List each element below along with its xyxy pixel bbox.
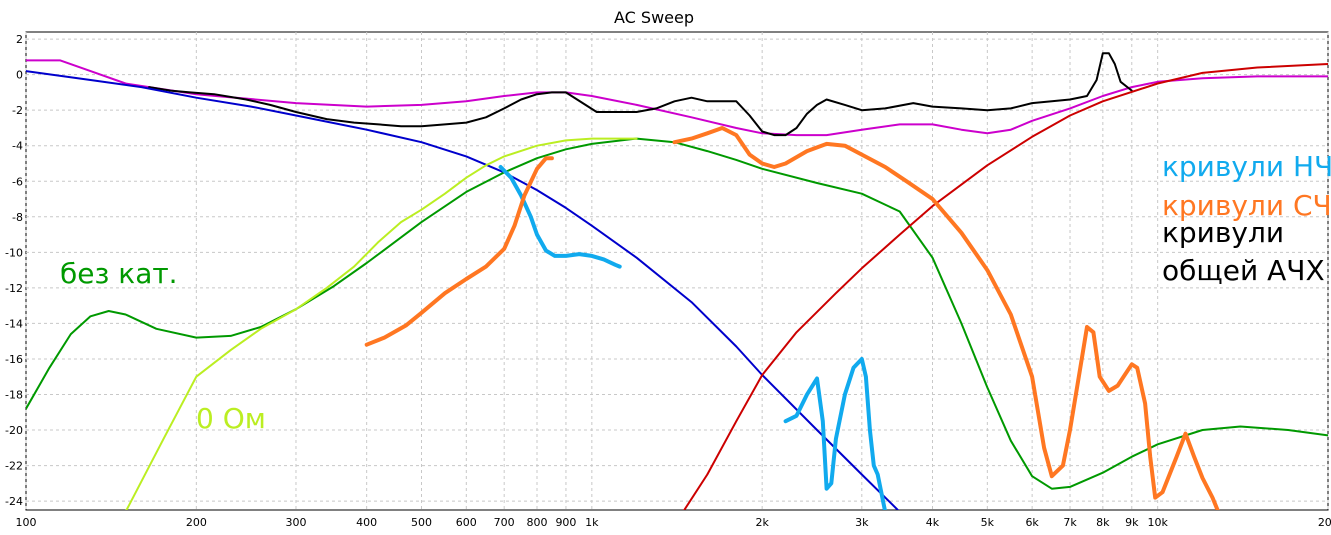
plot-area	[25, 31, 1329, 511]
series-line-4	[683, 63, 1328, 510]
y-tick-label: -20	[5, 424, 23, 437]
x-tick-label: 900	[555, 516, 576, 529]
x-tick-label: 800	[526, 516, 547, 529]
x-tick-label: 5k	[981, 516, 995, 529]
x-tick-label: 10k	[1147, 516, 1168, 529]
x-tick-label: 8k	[1096, 516, 1110, 529]
annotation-zero-ohm: 0 Ом	[196, 402, 266, 435]
y-tick-label: -6	[12, 175, 23, 188]
x-tick-label: 200	[186, 516, 207, 529]
y-tick-label: 2	[16, 33, 23, 46]
annotation-overall-response: общей АЧХ	[1162, 254, 1325, 287]
x-tick-label: 2k	[755, 516, 769, 529]
x-tick-label: 20k	[1318, 516, 1331, 529]
y-tick-label: -14	[5, 317, 23, 330]
grid-lines	[25, 32, 1329, 510]
annotation-overall-curves: кривули	[1162, 216, 1284, 249]
y-tick-label: -24	[5, 495, 23, 508]
y-tick-label: 0	[16, 69, 23, 82]
y-tick-label: -10	[5, 246, 23, 259]
x-axis-ticks: 100 200 300 400 500 600 700 800 900 1k 2k 3k 4k 5k 6k 7…	[16, 516, 1331, 529]
series-line-6	[498, 165, 622, 269]
x-tick-label: 3k	[855, 516, 869, 529]
series-line-1	[148, 52, 1133, 137]
x-tick-label: 600	[456, 516, 477, 529]
x-tick-label: 100	[16, 516, 37, 529]
annotation-lf-curves: кривули НЧ	[1162, 150, 1331, 183]
x-tick-label: 4k	[926, 516, 940, 529]
x-tick-label: 6k	[1025, 516, 1039, 529]
series-line-2	[26, 70, 900, 510]
y-tick-label: -2	[12, 104, 23, 117]
x-tick-label: 1k	[585, 516, 599, 529]
annotation-mf-curves: кривули СЧ	[1162, 189, 1331, 222]
y-tick-label: -4	[12, 140, 23, 153]
x-tick-label: 300	[285, 516, 306, 529]
chart-title: AC Sweep	[614, 8, 694, 27]
y-tick-label: -12	[5, 282, 23, 295]
x-tick-label: 7k	[1063, 516, 1077, 529]
y-tick-label: -16	[5, 353, 23, 366]
x-tick-label: 9k	[1125, 516, 1139, 529]
x-tick-label: 400	[356, 516, 377, 529]
y-tick-label: -18	[5, 388, 23, 401]
x-tick-label: 700	[494, 516, 515, 529]
y-tick-label: -22	[5, 460, 23, 473]
series-line-0	[26, 59, 1328, 137]
series-line-7	[783, 357, 887, 510]
x-tick-label: 500	[411, 516, 432, 529]
series-line-5	[125, 137, 638, 510]
series-group	[26, 52, 1328, 510]
series-line-9	[672, 126, 1220, 510]
series-line-8	[364, 156, 554, 347]
y-axis-ticks: 2 0 -2 -4 -6 -8 -10 -12 -14 -16 -18 -20 -22 -24	[5, 33, 23, 508]
y-tick-label: -8	[12, 211, 23, 224]
annotation-no-cat: без кат.	[60, 257, 178, 290]
